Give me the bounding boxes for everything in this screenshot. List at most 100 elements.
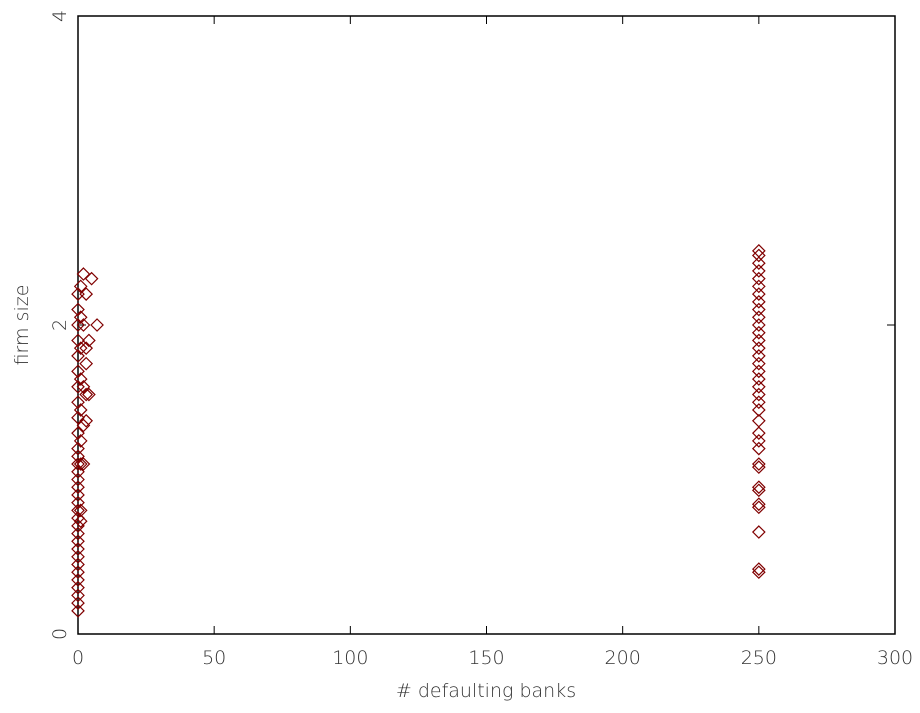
point — [751, 413, 766, 428]
point — [71, 472, 85, 487]
point — [751, 264, 766, 278]
point — [71, 464, 85, 479]
point — [79, 413, 94, 428]
point — [751, 318, 766, 332]
x-tick-label: 250 — [741, 647, 777, 669]
point — [71, 542, 85, 556]
point — [71, 457, 85, 471]
point — [751, 248, 766, 263]
point — [751, 497, 766, 512]
y-tick-label: 0 — [49, 628, 71, 640]
y-axis-label: firm size — [11, 285, 33, 366]
point — [71, 503, 85, 518]
point — [71, 302, 85, 317]
point — [751, 500, 766, 515]
point — [751, 294, 766, 309]
point — [71, 349, 85, 363]
point — [751, 379, 766, 394]
point — [751, 349, 766, 363]
point — [751, 403, 766, 417]
point — [73, 434, 88, 448]
point — [73, 341, 88, 356]
point — [76, 379, 91, 394]
x-tick-label: 50 — [202, 647, 226, 669]
point — [751, 457, 766, 471]
point — [751, 565, 766, 580]
point — [71, 379, 85, 394]
point — [71, 395, 85, 410]
x-tick-label: 300 — [877, 647, 913, 669]
point — [751, 372, 766, 386]
point — [751, 441, 766, 456]
point — [71, 488, 85, 502]
point — [71, 549, 85, 564]
point — [76, 457, 91, 471]
point — [71, 573, 85, 587]
point — [751, 562, 766, 576]
point — [751, 483, 766, 498]
point — [751, 341, 766, 356]
point — [71, 495, 85, 510]
point — [71, 580, 85, 595]
point — [751, 287, 766, 301]
point — [71, 410, 85, 425]
point — [73, 503, 88, 518]
point — [751, 279, 766, 294]
point — [73, 372, 88, 386]
point — [82, 333, 96, 348]
point — [71, 333, 85, 348]
point — [751, 325, 766, 340]
x-tick-label: 150 — [468, 647, 504, 669]
point — [71, 557, 85, 572]
point — [84, 271, 99, 286]
point — [76, 318, 91, 332]
point — [751, 525, 766, 539]
point — [751, 426, 766, 440]
point — [71, 318, 85, 332]
plot-frame — [77, 15, 896, 635]
point — [751, 460, 766, 474]
point — [90, 318, 104, 332]
point — [751, 356, 766, 371]
point — [79, 387, 94, 402]
y-tick-label: 4 — [49, 10, 71, 22]
point — [71, 596, 85, 610]
point — [71, 441, 85, 456]
point — [79, 341, 94, 356]
point — [73, 310, 88, 325]
point — [71, 426, 85, 440]
x-tick-label: 0 — [72, 647, 84, 669]
point — [71, 480, 85, 495]
point — [751, 395, 766, 410]
point — [751, 434, 766, 448]
point — [751, 310, 766, 325]
x-tick-label: 200 — [605, 647, 641, 669]
point — [71, 534, 85, 549]
point — [751, 387, 766, 402]
point — [751, 271, 766, 286]
point — [71, 565, 85, 580]
point — [73, 279, 88, 294]
point — [751, 256, 766, 271]
point — [71, 519, 85, 533]
point — [73, 457, 88, 471]
point — [79, 287, 94, 301]
point — [82, 387, 96, 402]
point — [751, 243, 766, 258]
point — [76, 267, 91, 281]
point — [751, 302, 766, 317]
point — [751, 364, 766, 379]
point — [76, 418, 91, 433]
point — [79, 356, 94, 371]
x-tick-label: 100 — [332, 647, 368, 669]
point — [73, 403, 88, 417]
y-tick-label: 2 — [49, 319, 71, 331]
point — [73, 514, 88, 529]
point — [71, 588, 85, 603]
point — [751, 333, 766, 348]
point — [71, 603, 85, 618]
point — [751, 480, 766, 495]
point — [71, 449, 85, 464]
point — [71, 364, 85, 379]
